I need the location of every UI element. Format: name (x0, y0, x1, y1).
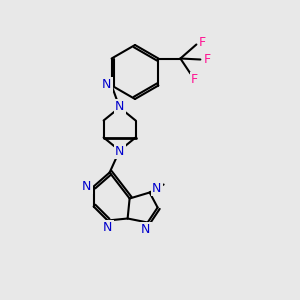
Text: N: N (103, 221, 112, 234)
Text: N: N (115, 145, 124, 158)
Text: N: N (115, 100, 124, 113)
Text: N: N (102, 78, 111, 91)
Text: F: F (199, 36, 206, 49)
Text: N: N (82, 180, 91, 193)
Text: F: F (204, 53, 211, 66)
Text: N: N (152, 182, 161, 195)
Text: N: N (141, 223, 150, 236)
Text: F: F (191, 73, 198, 86)
